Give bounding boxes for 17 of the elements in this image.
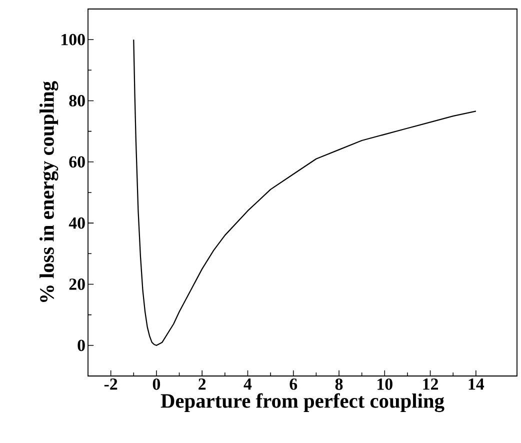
- y-tick-label: 40: [68, 217, 85, 229]
- x-tick-label: 10: [378, 378, 392, 390]
- x-tick-label: 8: [335, 378, 343, 390]
- x-tick-label: -2: [104, 378, 118, 390]
- x-tick-label: 0: [152, 378, 160, 390]
- x-tick-label: 6: [290, 378, 298, 390]
- y-tick-label: 0: [78, 340, 85, 352]
- y-tick-label: 60: [69, 156, 85, 168]
- x-tick-label: 2: [198, 378, 206, 390]
- y-axis-title: % loss in energy coupling: [40, 81, 58, 302]
- x-axis-title: Departure from perfect coupling: [160, 393, 444, 412]
- y-tick-label: 80: [69, 95, 85, 106]
- x-tick-label: 14: [468, 378, 484, 390]
- x-tick-label: 4: [244, 378, 252, 390]
- y-tick-label: 20: [69, 278, 85, 290]
- y-tick-label: 100: [62, 34, 85, 46]
- x-tick-label: 12: [423, 378, 438, 390]
